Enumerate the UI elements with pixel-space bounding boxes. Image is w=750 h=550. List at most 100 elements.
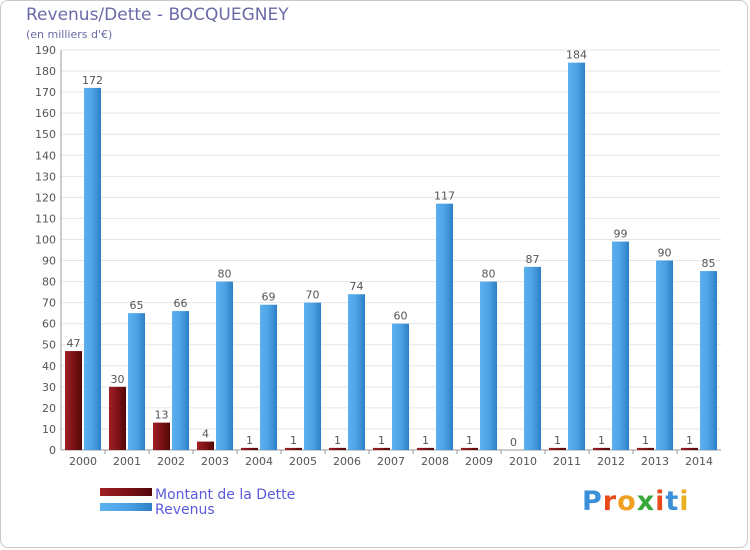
x-tick-label: 2002 bbox=[157, 455, 185, 468]
data-label-revenus: 90 bbox=[658, 247, 672, 260]
data-label-dette: 4 bbox=[202, 428, 209, 441]
data-label-dette: 1 bbox=[378, 434, 385, 447]
data-label-revenus: 60 bbox=[394, 310, 408, 323]
data-label-dette: 0 bbox=[510, 436, 517, 449]
bar-revenus bbox=[524, 266, 541, 450]
legend-label-revenus: Revenus bbox=[155, 502, 215, 518]
data-label-dette: 1 bbox=[642, 434, 649, 447]
bar-revenus bbox=[480, 281, 497, 450]
y-tick-label: 0 bbox=[49, 444, 56, 457]
bar-dette bbox=[637, 447, 654, 450]
bar-revenus bbox=[656, 260, 673, 450]
bar-dette bbox=[65, 351, 82, 450]
x-tick-label: 2006 bbox=[333, 455, 361, 468]
x-tick-label: 2013 bbox=[641, 455, 669, 468]
bar-revenus bbox=[304, 302, 321, 450]
x-tick-label: 2014 bbox=[685, 455, 713, 468]
bar-dette bbox=[461, 447, 478, 450]
y-tick-label: 70 bbox=[42, 297, 56, 310]
bar-dette bbox=[681, 447, 698, 450]
bar-dette bbox=[285, 447, 302, 450]
grid-lines bbox=[61, 49, 721, 430]
y-tick-label: 100 bbox=[35, 233, 56, 246]
data-label-revenus: 65 bbox=[130, 299, 144, 312]
data-label-revenus: 172 bbox=[82, 74, 103, 87]
data-label-revenus: 80 bbox=[482, 268, 496, 281]
data-label-revenus: 69 bbox=[262, 291, 276, 304]
y-tick-label: 130 bbox=[35, 170, 56, 183]
bar-dette bbox=[241, 447, 258, 450]
bar-dette bbox=[329, 447, 346, 450]
data-label-dette: 13 bbox=[155, 409, 169, 422]
bar-dette bbox=[549, 447, 566, 450]
legend: Montant de la Dette Revenus bbox=[100, 487, 295, 518]
data-label-dette: 30 bbox=[111, 373, 125, 386]
data-label-revenus: 66 bbox=[174, 297, 188, 310]
x-tick-label: 2005 bbox=[289, 455, 317, 468]
y-tick-label: 60 bbox=[42, 318, 56, 331]
bar-revenus bbox=[612, 241, 629, 450]
y-tick-label: 110 bbox=[35, 212, 56, 225]
legend-label-dette: Montant de la Dette bbox=[155, 487, 295, 503]
y-tick-label: 10 bbox=[42, 423, 56, 436]
y-tick-label: 170 bbox=[35, 86, 56, 99]
bar-revenus bbox=[436, 203, 453, 450]
chart-title: Revenus/Dette - BOCQUEGNEY bbox=[26, 5, 289, 25]
data-label-revenus: 99 bbox=[614, 228, 628, 241]
y-tick-label: 50 bbox=[42, 339, 56, 352]
y-tick-label: 80 bbox=[42, 276, 56, 289]
bar-revenus bbox=[568, 62, 585, 450]
y-tick-label: 180 bbox=[35, 65, 56, 78]
data-label-revenus: 80 bbox=[218, 268, 232, 281]
bar-dette bbox=[417, 447, 434, 450]
bars bbox=[65, 62, 717, 450]
bar-revenus bbox=[348, 294, 365, 450]
x-tick-label: 2012 bbox=[597, 455, 625, 468]
y-tick-label: 120 bbox=[35, 191, 56, 204]
x-tick-label: 2003 bbox=[201, 455, 229, 468]
data-label-dette: 1 bbox=[554, 434, 561, 447]
bar-dette bbox=[197, 441, 214, 450]
chart-subtitle: (en milliers d'€) bbox=[26, 28, 113, 41]
legend-swatch-dette bbox=[100, 488, 152, 496]
y-tick-label: 190 bbox=[35, 44, 56, 57]
data-label-dette: 47 bbox=[67, 337, 81, 350]
data-label-revenus: 117 bbox=[434, 190, 455, 203]
y-tick-label: 40 bbox=[42, 360, 56, 373]
data-label-revenus: 74 bbox=[350, 280, 364, 293]
data-labels: 47 172 30 65 13 66 4 80 1 69 1 70 1 74 1 60 1 117 1 80 0 87 1 1… bbox=[67, 49, 716, 449]
data-label-dette: 1 bbox=[246, 434, 253, 447]
axes: 0102030405060708090100110120130140150160… bbox=[35, 44, 721, 468]
bar-revenus bbox=[84, 87, 101, 450]
data-label-dette: 1 bbox=[598, 434, 605, 447]
x-tick-label: 2010 bbox=[509, 455, 537, 468]
data-label-dette: 1 bbox=[334, 434, 341, 447]
x-tick-label: 2004 bbox=[245, 455, 273, 468]
bar-dette bbox=[373, 447, 390, 450]
data-label-dette: 1 bbox=[686, 434, 693, 447]
data-label-dette: 1 bbox=[422, 434, 429, 447]
bar-dette bbox=[593, 447, 610, 450]
y-tick-label: 160 bbox=[35, 107, 56, 120]
y-tick-label: 20 bbox=[42, 402, 56, 415]
y-tick-label: 90 bbox=[42, 255, 56, 268]
data-label-revenus: 87 bbox=[526, 253, 540, 266]
bar-dette bbox=[153, 422, 170, 450]
data-label-revenus: 184 bbox=[566, 49, 587, 62]
bar-revenus bbox=[216, 281, 233, 450]
x-tick-label: 2009 bbox=[465, 455, 493, 468]
x-tick-label: 2007 bbox=[377, 455, 405, 468]
x-tick-label: 2000 bbox=[69, 455, 97, 468]
data-label-dette: 1 bbox=[466, 434, 473, 447]
x-tick-label: 2001 bbox=[113, 455, 141, 468]
legend-swatch-revenus bbox=[100, 503, 152, 511]
y-tick-label: 30 bbox=[42, 381, 56, 394]
y-tick-label: 140 bbox=[35, 149, 56, 162]
proxiti-logo: Proxiti bbox=[582, 486, 690, 517]
data-label-revenus: 70 bbox=[306, 289, 320, 302]
bar-revenus bbox=[392, 323, 409, 450]
bar-revenus bbox=[260, 304, 277, 450]
bar-revenus bbox=[172, 311, 189, 450]
x-tick-label: 2008 bbox=[421, 455, 449, 468]
